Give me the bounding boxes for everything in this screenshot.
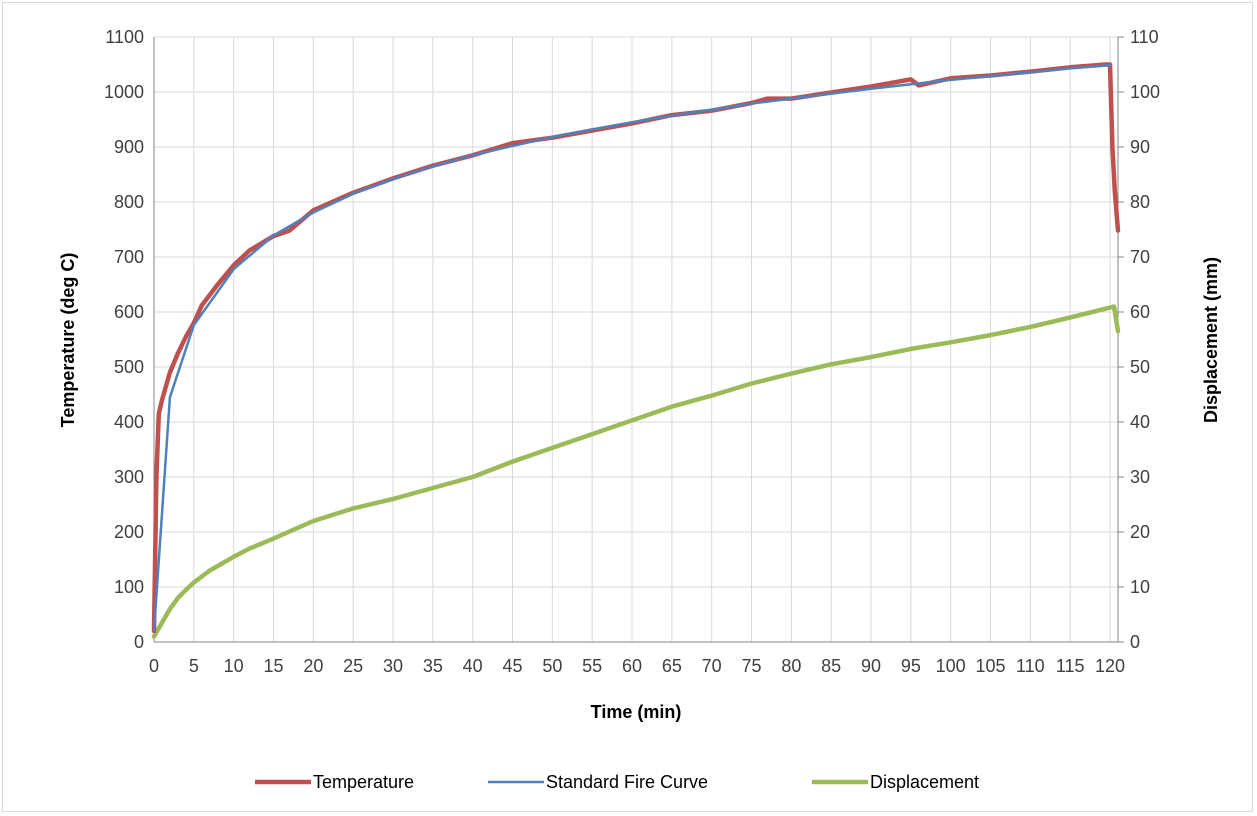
y2-tick-label: 50 xyxy=(1130,357,1150,377)
x-tick-label: 90 xyxy=(861,656,881,676)
y2-tick-label: 20 xyxy=(1130,522,1150,542)
legend: Temperature Standard Fire Curve Displaceme… xyxy=(255,772,979,792)
y-tick-label: 500 xyxy=(114,357,144,377)
y2-tick-label: 30 xyxy=(1130,467,1150,487)
x-tick-label: 70 xyxy=(702,656,722,676)
x-tick-label: 25 xyxy=(343,656,363,676)
x-tick-label: 105 xyxy=(976,656,1006,676)
x-tick-label: 10 xyxy=(224,656,244,676)
y-tick-label: 200 xyxy=(114,522,144,542)
y2-tick-label: 80 xyxy=(1130,192,1150,212)
x-tick-label: 5 xyxy=(189,656,199,676)
y2-axis-ticks: 0 10 20 30 40 50 60 70 80 90 100 110 xyxy=(1130,27,1160,652)
y-tick-label: 900 xyxy=(114,137,144,157)
series-line-displacement xyxy=(151,304,1121,639)
x-tick-label: 50 xyxy=(542,656,562,676)
series-line-standard-fire-curve xyxy=(152,63,1112,633)
x-tick-label: 65 xyxy=(662,656,682,676)
y-tick-label: 800 xyxy=(114,192,144,212)
legend-label-temperature: Temperature xyxy=(313,772,414,792)
x-tick-label: 115 xyxy=(1056,656,1085,676)
x-tick-label: 20 xyxy=(303,656,323,676)
y-tick-label: 400 xyxy=(114,412,144,432)
plot-area xyxy=(151,62,1121,639)
x-tick-label: 55 xyxy=(582,656,602,676)
x-tick-label: 120 xyxy=(1095,656,1125,676)
x-tick-label: 110 xyxy=(1016,656,1045,676)
x-tick-label: 45 xyxy=(502,656,522,676)
grid xyxy=(153,36,1124,643)
legend-label-standard-fire-curve: Standard Fire Curve xyxy=(546,772,708,792)
x-tick-label: 40 xyxy=(463,656,483,676)
y-tick-label: 700 xyxy=(114,247,144,267)
y2-tick-label: 0 xyxy=(1130,632,1140,652)
legend-label-displacement: Displacement xyxy=(870,772,979,792)
y-tick-label: 100 xyxy=(114,577,144,597)
y-tick-label: 1100 xyxy=(105,27,144,47)
x-tick-label: 30 xyxy=(383,656,403,676)
y2-tick-label: 10 xyxy=(1130,577,1150,597)
x-tick-label: 100 xyxy=(936,656,966,676)
y2-axis-title: Displacement (mm) xyxy=(1201,257,1221,423)
y-axis-title: Temperature (deg C) xyxy=(58,253,78,428)
x-axis-title: Time (min) xyxy=(591,702,682,722)
y-tick-label: 600 xyxy=(114,302,144,322)
y2-tick-label: 90 xyxy=(1130,137,1150,157)
y2-tick-label: 40 xyxy=(1130,412,1150,432)
y2-tick-label: 60 xyxy=(1130,302,1150,322)
y-tick-label: 300 xyxy=(114,467,144,487)
x-tick-label: 95 xyxy=(901,656,921,676)
y2-tick-label: 110 xyxy=(1130,27,1159,47)
x-tick-label: 85 xyxy=(821,656,841,676)
x-tick-label: 80 xyxy=(781,656,801,676)
x-axis-ticks: 0 5 10 15 20 25 30 35 40 45 50 55 60 65 70 75 80 85 90 95 10… xyxy=(149,656,1125,676)
y-tick-label: 1000 xyxy=(104,82,144,102)
y2-tick-label: 70 xyxy=(1130,247,1150,267)
x-tick-label: 75 xyxy=(742,656,762,676)
series-line-temperature xyxy=(151,62,1121,634)
x-tick-label: 60 xyxy=(622,656,642,676)
x-tick-label: 15 xyxy=(263,656,283,676)
y2-tick-label: 100 xyxy=(1130,82,1160,102)
x-tick-label: 35 xyxy=(423,656,443,676)
y-axis-ticks: 0 100 200 300 400 500 600 700 800 900 1000 1100 xyxy=(104,27,144,652)
y-tick-label: 0 xyxy=(134,632,144,652)
x-tick-label: 0 xyxy=(149,656,159,676)
